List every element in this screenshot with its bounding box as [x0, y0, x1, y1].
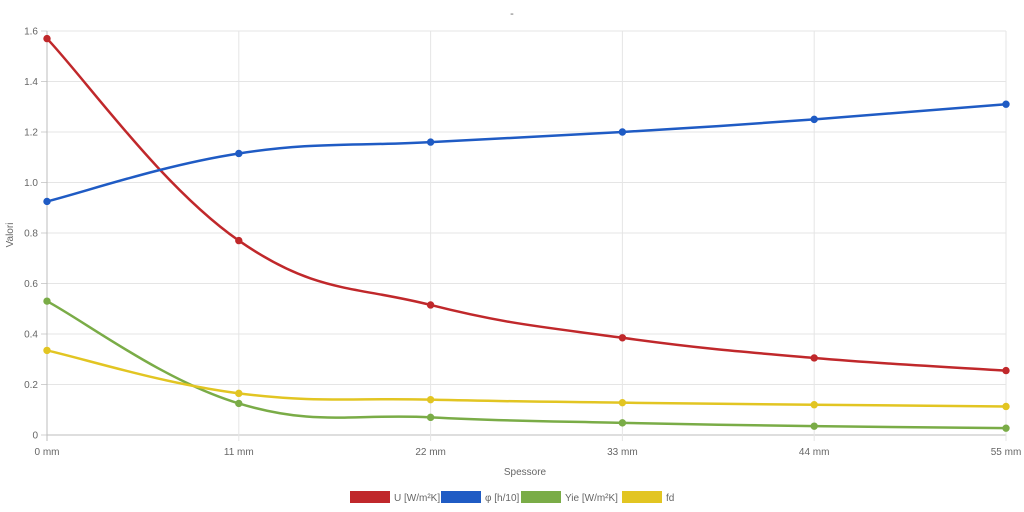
legend-label: U [W/m²K]	[394, 493, 440, 504]
data-point[interactable]	[235, 399, 243, 408]
data-point[interactable]	[1002, 424, 1010, 432]
data-point[interactable]	[618, 419, 627, 427]
y-tick-label: 0.2	[24, 380, 38, 391]
y-tick-label: 1.0	[24, 178, 38, 189]
data-point[interactable]	[235, 236, 243, 245]
data-point[interactable]	[1002, 366, 1010, 375]
data-point[interactable]	[235, 149, 243, 158]
chart-title: -	[510, 8, 514, 20]
y-axis-title: Valori	[5, 223, 16, 248]
data-point[interactable]	[810, 422, 818, 430]
x-axis-ticks: 0 mm 11 mm 22 mm 33 mm 44 mm 55 mm	[35, 447, 1022, 458]
data-point[interactable]	[43, 197, 51, 206]
data-point[interactable]	[810, 401, 818, 409]
y-tick-label: 1.4	[24, 77, 38, 88]
x-tick-label: 0 mm	[35, 447, 60, 458]
data-point[interactable]	[43, 297, 51, 305]
data-point[interactable]	[426, 138, 435, 146]
data-point[interactable]	[235, 389, 243, 398]
series-group	[43, 34, 1010, 432]
data-point[interactable]	[618, 398, 627, 407]
series-2	[43, 100, 1010, 206]
y-tick-label: 0	[32, 431, 38, 442]
data-point[interactable]	[618, 334, 627, 342]
legend-swatch	[521, 491, 561, 503]
data-point[interactable]	[1002, 100, 1010, 108]
data-point[interactable]	[1002, 402, 1010, 411]
legend-item[interactable]: Yie [W/m²K]	[521, 491, 618, 504]
legend-label: φ [h/10]	[485, 493, 520, 504]
series-1	[43, 34, 1010, 375]
legend: U [W/m²K] φ [h/10] Yie [W/m²K] fd	[350, 491, 674, 504]
y-tick-label: 0.6	[24, 279, 38, 290]
x-tick-label: 55 mm	[991, 447, 1022, 458]
series-4	[43, 346, 1010, 411]
series-line	[46, 300, 1007, 430]
series-line	[46, 102, 1007, 203]
series-line	[46, 37, 1007, 372]
data-point[interactable]	[426, 413, 435, 422]
series-3	[43, 297, 1010, 432]
legend-item[interactable]: φ [h/10]	[441, 491, 520, 504]
grid	[41, 30, 1007, 441]
x-tick-label: 22 mm	[415, 447, 446, 458]
y-tick-label: 0.4	[24, 330, 38, 341]
legend-swatch	[622, 491, 662, 503]
data-point[interactable]	[810, 115, 818, 124]
series-line	[46, 349, 1007, 408]
y-axis-ticks: 0 0.2 0.4 0.6 0.8 1.0 1.2 1.4 1.6	[24, 27, 38, 442]
data-point[interactable]	[618, 128, 627, 136]
legend-item[interactable]: U [W/m²K]	[350, 491, 440, 504]
data-point[interactable]	[810, 354, 818, 362]
data-point[interactable]	[426, 301, 435, 309]
data-point[interactable]	[43, 346, 51, 355]
x-tick-label: 44 mm	[799, 447, 830, 458]
data-point[interactable]	[43, 34, 51, 43]
data-point[interactable]	[426, 395, 435, 404]
x-tick-label: 11 mm	[224, 447, 254, 458]
legend-label: fd	[666, 493, 674, 504]
x-tick-label: 33 mm	[607, 447, 638, 458]
y-tick-label: 0.8	[24, 229, 38, 240]
legend-label: Yie [W/m²K]	[565, 493, 618, 504]
legend-swatch	[350, 491, 390, 503]
y-tick-label: 1.2	[24, 128, 38, 139]
legend-item[interactable]: fd	[622, 491, 674, 504]
x-axis-title: Spessore	[504, 467, 547, 478]
y-tick-label: 1.6	[24, 27, 38, 38]
legend-swatch	[441, 491, 481, 503]
